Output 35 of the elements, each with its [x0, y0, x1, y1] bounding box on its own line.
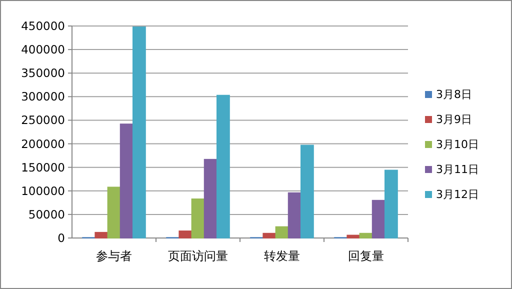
x-tick-label: 转发量 [264, 249, 300, 263]
bar [359, 232, 373, 238]
legend-label: 3月9日 [436, 113, 472, 126]
bar [384, 170, 398, 238]
bar [288, 192, 302, 238]
legend-label: 3月10日 [436, 138, 479, 151]
y-tick-label: 0 [58, 231, 65, 245]
y-tick-label: 350000 [21, 66, 65, 80]
bar [262, 232, 276, 238]
y-tick-label: 450000 [21, 19, 65, 33]
y-tick-label: 150000 [21, 160, 65, 174]
legend-label: 3月8日 [436, 88, 472, 101]
bar [372, 200, 386, 238]
bar [300, 144, 314, 238]
legend-label: 3月11日 [436, 163, 479, 176]
y-tick-label: 300000 [21, 90, 65, 104]
x-tick-label: 回复量 [348, 249, 384, 263]
y-tick-label: 250000 [21, 113, 65, 128]
x-tick-label: 页面访问量 [168, 249, 228, 263]
y-tick-label: 200000 [21, 136, 65, 151]
legend-label: 3月12日 [436, 188, 479, 201]
y-tick-label: 50000 [28, 207, 65, 222]
y-tick-label: 400000 [21, 42, 65, 57]
bar [275, 226, 289, 238]
bar [107, 186, 121, 238]
bar [178, 230, 192, 238]
bar [204, 158, 218, 238]
bar [94, 232, 108, 238]
bar [216, 94, 230, 238]
bar [191, 198, 205, 238]
bar [132, 26, 146, 238]
y-tick-label: 100000 [21, 184, 65, 198]
x-tick-label: 参与者 [96, 249, 132, 263]
bar [120, 124, 134, 238]
bar [346, 234, 360, 238]
